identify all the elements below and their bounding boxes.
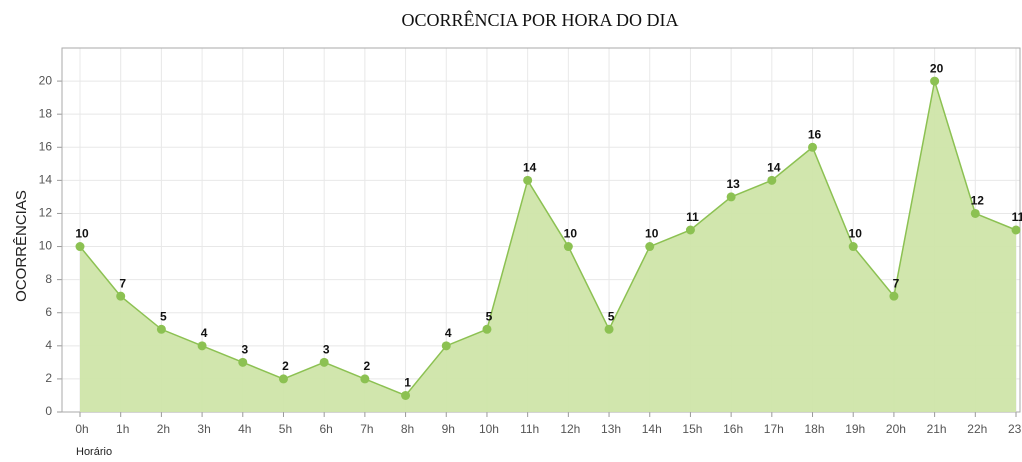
value-label: 2 <box>282 359 289 373</box>
value-label: 12 <box>971 194 985 208</box>
value-label: 5 <box>486 309 493 323</box>
point <box>401 390 411 400</box>
x-tick-label: 2h <box>157 422 170 436</box>
value-label: 11 <box>686 210 699 224</box>
point <box>197 341 207 351</box>
point <box>156 324 166 334</box>
point <box>116 291 126 301</box>
y-tick-label: 2 <box>45 371 52 385</box>
value-label: 7 <box>119 276 126 290</box>
x-tick-label: 9h <box>442 422 455 436</box>
y-tick-label: 4 <box>45 338 52 352</box>
x-tick-label: 18h <box>805 422 825 436</box>
chart-title: OCORRÊNCIA POR HORA DO DIA <box>401 9 678 30</box>
point <box>767 175 777 185</box>
y-tick-label: 12 <box>39 206 53 220</box>
value-label: 10 <box>645 227 659 241</box>
point <box>645 242 655 252</box>
point <box>1011 225 1021 235</box>
point <box>726 192 736 202</box>
point <box>360 374 370 384</box>
value-label: 1 <box>404 376 411 390</box>
point <box>238 357 248 367</box>
y-tick-label: 8 <box>45 272 52 286</box>
x-tick-label: 6h <box>319 422 332 436</box>
value-label: 16 <box>808 127 822 141</box>
point <box>563 242 573 252</box>
y-tick-label: 20 <box>39 73 53 87</box>
y-tick-label: 16 <box>39 139 53 153</box>
value-label: 13 <box>726 177 740 191</box>
x-tick-label: 21h <box>927 422 947 436</box>
y-tick-label: 18 <box>39 106 53 120</box>
value-label: 10 <box>564 227 578 241</box>
y-tick-label: 6 <box>45 305 52 319</box>
point <box>75 242 85 252</box>
x-tick-label: 5h <box>279 422 292 436</box>
point <box>278 374 288 384</box>
point <box>848 242 858 252</box>
value-label: 4 <box>201 326 208 340</box>
point <box>685 225 695 235</box>
area <box>80 81 1016 412</box>
value-label: 7 <box>893 276 900 290</box>
value-label: 14 <box>523 161 537 175</box>
point <box>970 208 980 218</box>
value-label: 10 <box>75 227 89 241</box>
point <box>441 341 451 351</box>
x-axis-label: Horário <box>76 446 112 458</box>
x-tick-label: 4h <box>238 422 251 436</box>
x-tick-label: 20h <box>886 422 906 436</box>
value-label: 3 <box>241 343 248 357</box>
x-tick-label: 14h <box>642 422 662 436</box>
value-label: 3 <box>323 343 330 357</box>
point <box>319 357 329 367</box>
value-label: 14 <box>767 161 781 175</box>
x-tick-label: 8h <box>401 422 414 436</box>
value-label: 11 <box>1012 210 1022 224</box>
point <box>889 291 899 301</box>
value-label: 5 <box>608 309 615 323</box>
x-tick-label: 19h <box>845 422 865 436</box>
point <box>482 324 492 334</box>
x-tick-label: 3h <box>197 422 210 436</box>
x-tick-label: 1h <box>116 422 129 436</box>
value-label: 4 <box>445 326 452 340</box>
y-tick-label: 14 <box>39 173 53 187</box>
x-tick-label: 11h <box>520 422 539 436</box>
point <box>930 76 940 86</box>
x-tick-label: 15h <box>682 422 702 436</box>
x-tick-label: 7h <box>360 422 373 436</box>
x-tick-label: 12h <box>560 422 580 436</box>
x-tick-label: 16h <box>723 422 743 436</box>
point <box>604 324 614 334</box>
value-label: 10 <box>849 227 863 241</box>
x-tick-label: 13h <box>601 422 621 436</box>
value-label: 20 <box>930 61 944 75</box>
y-tick-label: 0 <box>45 404 52 418</box>
x-tick-label: 23h <box>1008 422 1022 436</box>
x-tick-label: 22h <box>967 422 987 436</box>
y-axis-label: OCORRÊNCIAS <box>13 190 30 302</box>
line <box>79 80 1017 397</box>
value-label: 5 <box>160 309 167 323</box>
point <box>523 175 533 185</box>
value-label: 2 <box>364 359 371 373</box>
x-tick-label: 0h <box>75 422 88 436</box>
point <box>808 142 818 152</box>
x-tick-label: 17h <box>764 422 784 436</box>
y-tick-label: 10 <box>39 239 53 253</box>
x-tick-label: 10h <box>479 422 499 436</box>
